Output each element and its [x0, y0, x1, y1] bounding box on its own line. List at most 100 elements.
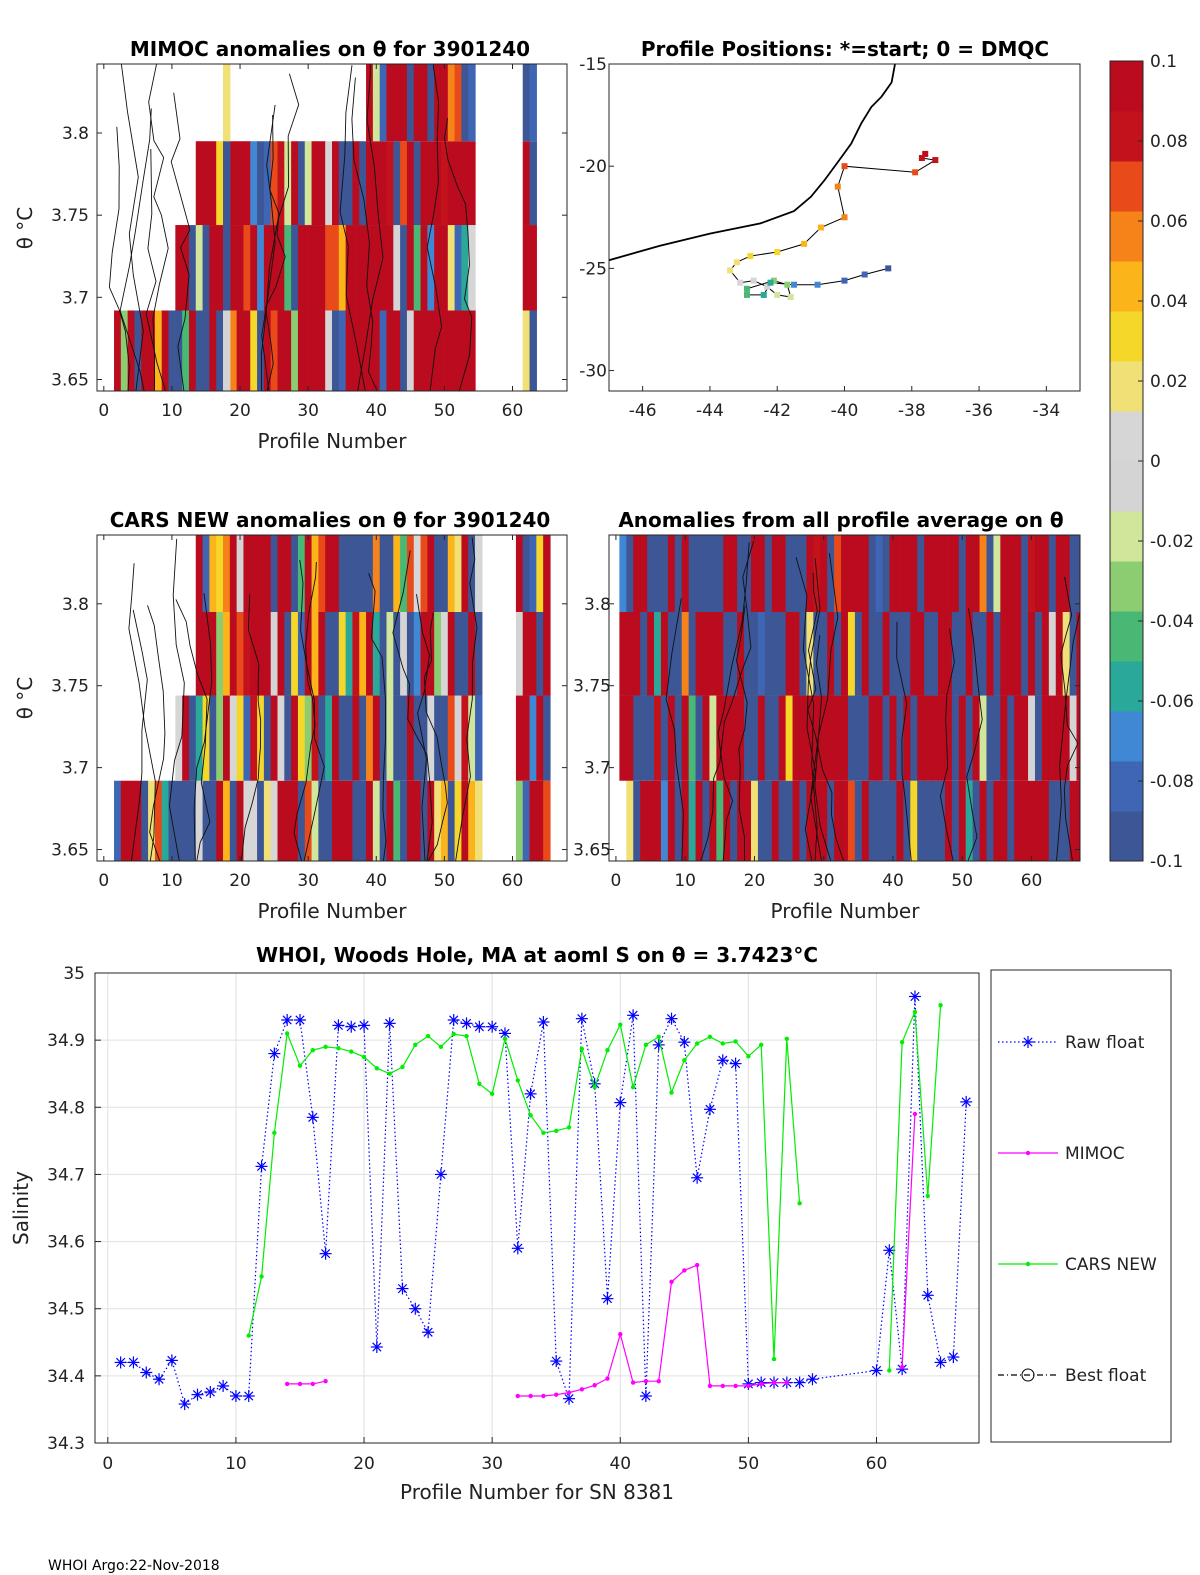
asterisk-stroke: [282, 1015, 292, 1025]
y-tick-label: 35: [63, 964, 85, 984]
colorbar-tick-label: -0.08: [1150, 772, 1194, 792]
colorbar-tick-label: 0: [1150, 452, 1161, 472]
profile-marker: [932, 157, 939, 164]
anomaly-cell: [229, 695, 238, 781]
raw-float-point: [793, 1376, 806, 1389]
contour-line: [717, 542, 750, 861]
anomaly-cell: [440, 535, 449, 612]
asterisk-stroke: [141, 1367, 151, 1378]
anomaly-cell: [291, 780, 299, 861]
salinity-y-axis-label: Salinity: [9, 1171, 33, 1245]
mimoc-point: [694, 1262, 700, 1268]
anomaly-cell: [910, 695, 918, 781]
anomaly-cell: [619, 695, 627, 781]
colorbar-swatch: [1110, 311, 1143, 362]
salinity-legend: Raw float MIMOC CARS NEW Best float: [990, 969, 1172, 1443]
asterisk-stroke: [666, 1014, 677, 1024]
contour-line: [1060, 576, 1079, 861]
profile-marker: [787, 293, 794, 300]
anomaly-cell: [447, 310, 456, 391]
anomaly-cell: [318, 141, 326, 226]
raw-float-point: [165, 1354, 178, 1367]
anomaly-cell: [250, 141, 258, 226]
anomaly-cell: [1034, 535, 1043, 612]
anomaly-cell: [413, 310, 422, 391]
anomaly-cell: [250, 695, 258, 781]
anomaly-cell: [944, 780, 953, 861]
anomaly-cell: [944, 535, 953, 612]
raw-float-point: [319, 1247, 332, 1260]
cars-new-point: [682, 1058, 687, 1063]
anomaly-cell: [216, 310, 224, 391]
anomaly-cell: [515, 780, 524, 861]
anomaly-cell: [1028, 611, 1036, 696]
x-tick-label: 60: [502, 871, 524, 891]
x-tick-label: -40: [831, 401, 859, 421]
anomaly-cell: [764, 535, 773, 612]
legend-marker: [1025, 1261, 1031, 1267]
anomaly-cell: [633, 780, 641, 861]
anomaly-cell: [1062, 611, 1071, 696]
anomaly-cell: [854, 611, 863, 696]
anomaly-cell: [311, 780, 319, 861]
colorbar-tick-label: -0.06: [1150, 692, 1194, 712]
asterisk-stroke: [423, 1327, 433, 1337]
colorbar-swatch: [1110, 411, 1143, 462]
anomaly-cell: [250, 780, 258, 861]
anomaly-cell: [434, 611, 442, 696]
anomaly-cell: [277, 535, 285, 612]
raw-float-point: [242, 1390, 255, 1402]
anomaly-cell: [896, 695, 904, 781]
anomaly-cell: [1076, 611, 1080, 696]
raw-float-point: [114, 1356, 127, 1369]
asterisk-stroke: [807, 1374, 818, 1384]
cars-new-point: [592, 1084, 597, 1090]
anomaly-cell: [626, 780, 634, 861]
anomaly-cell: [1062, 780, 1071, 861]
anomaly-cell: [148, 780, 156, 861]
anomaly-cell: [427, 310, 435, 391]
asterisk-stroke: [564, 1394, 574, 1404]
anomaly-cell: [1048, 611, 1057, 696]
anomaly-cell: [366, 695, 374, 781]
cars-new-point: [618, 1022, 623, 1027]
anomaly-cell: [202, 310, 210, 391]
x-tick-label: 60: [866, 1454, 888, 1474]
y-tick-label: -20: [579, 157, 607, 177]
profile-marker: [727, 267, 734, 274]
positions-axes-frame: [608, 63, 1081, 392]
anomaly-cell: [875, 780, 884, 861]
anomaly-cell: [195, 310, 204, 391]
anomaly-cell: [447, 141, 456, 226]
anomaly-cell: [750, 535, 759, 612]
anomaly-cell: [257, 141, 265, 226]
contour-line: [193, 593, 213, 861]
cars-new-point: [746, 1054, 751, 1059]
colorbar-swatch: [1110, 361, 1143, 412]
anomaly-cell: [917, 695, 925, 781]
salinity-plot-area: [95, 973, 979, 1443]
anomaly-cell: [875, 535, 884, 612]
anomaly-cell: [379, 780, 388, 861]
anomaly-cell: [931, 780, 939, 861]
mimoc-point: [541, 1393, 546, 1399]
anomaly-cell: [515, 695, 524, 781]
anomaly-cell: [792, 535, 801, 612]
anomaly-cell: [318, 310, 326, 391]
anomaly-cell: [311, 225, 319, 311]
mimoc-axis-ticks: 0 10 20 30 40 50 60 3.65 3.7 3.75 3.8: [51, 64, 567, 421]
colorbar-tick-label: 0.1: [1150, 52, 1177, 72]
anomaly-cell: [318, 695, 326, 781]
contour-line: [148, 64, 169, 391]
anomaly-cell: [667, 780, 676, 861]
anomaly-cell: [764, 695, 773, 781]
contour-line: [426, 64, 443, 391]
anomaly-cell: [291, 310, 299, 391]
cars-new-point: [694, 1041, 700, 1046]
anomaly-cell: [626, 611, 634, 696]
anomaly-cell: [223, 225, 231, 311]
anomaly-cell: [379, 611, 388, 696]
raw-float-point: [614, 1096, 627, 1109]
anomaly-cell: [910, 780, 918, 861]
raw-float-point: [550, 1355, 563, 1368]
